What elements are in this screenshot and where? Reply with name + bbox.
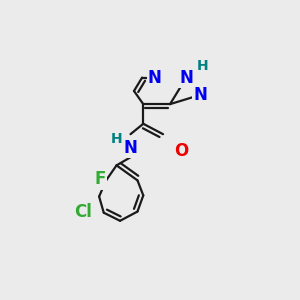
Text: F: F — [94, 170, 106, 188]
Text: O: O — [175, 142, 189, 160]
Text: Cl: Cl — [74, 202, 92, 220]
Text: H: H — [197, 59, 208, 73]
Text: N: N — [193, 86, 207, 104]
Text: N: N — [148, 69, 162, 87]
Text: H: H — [111, 132, 122, 146]
Text: N: N — [124, 139, 137, 157]
Text: N: N — [179, 69, 193, 87]
